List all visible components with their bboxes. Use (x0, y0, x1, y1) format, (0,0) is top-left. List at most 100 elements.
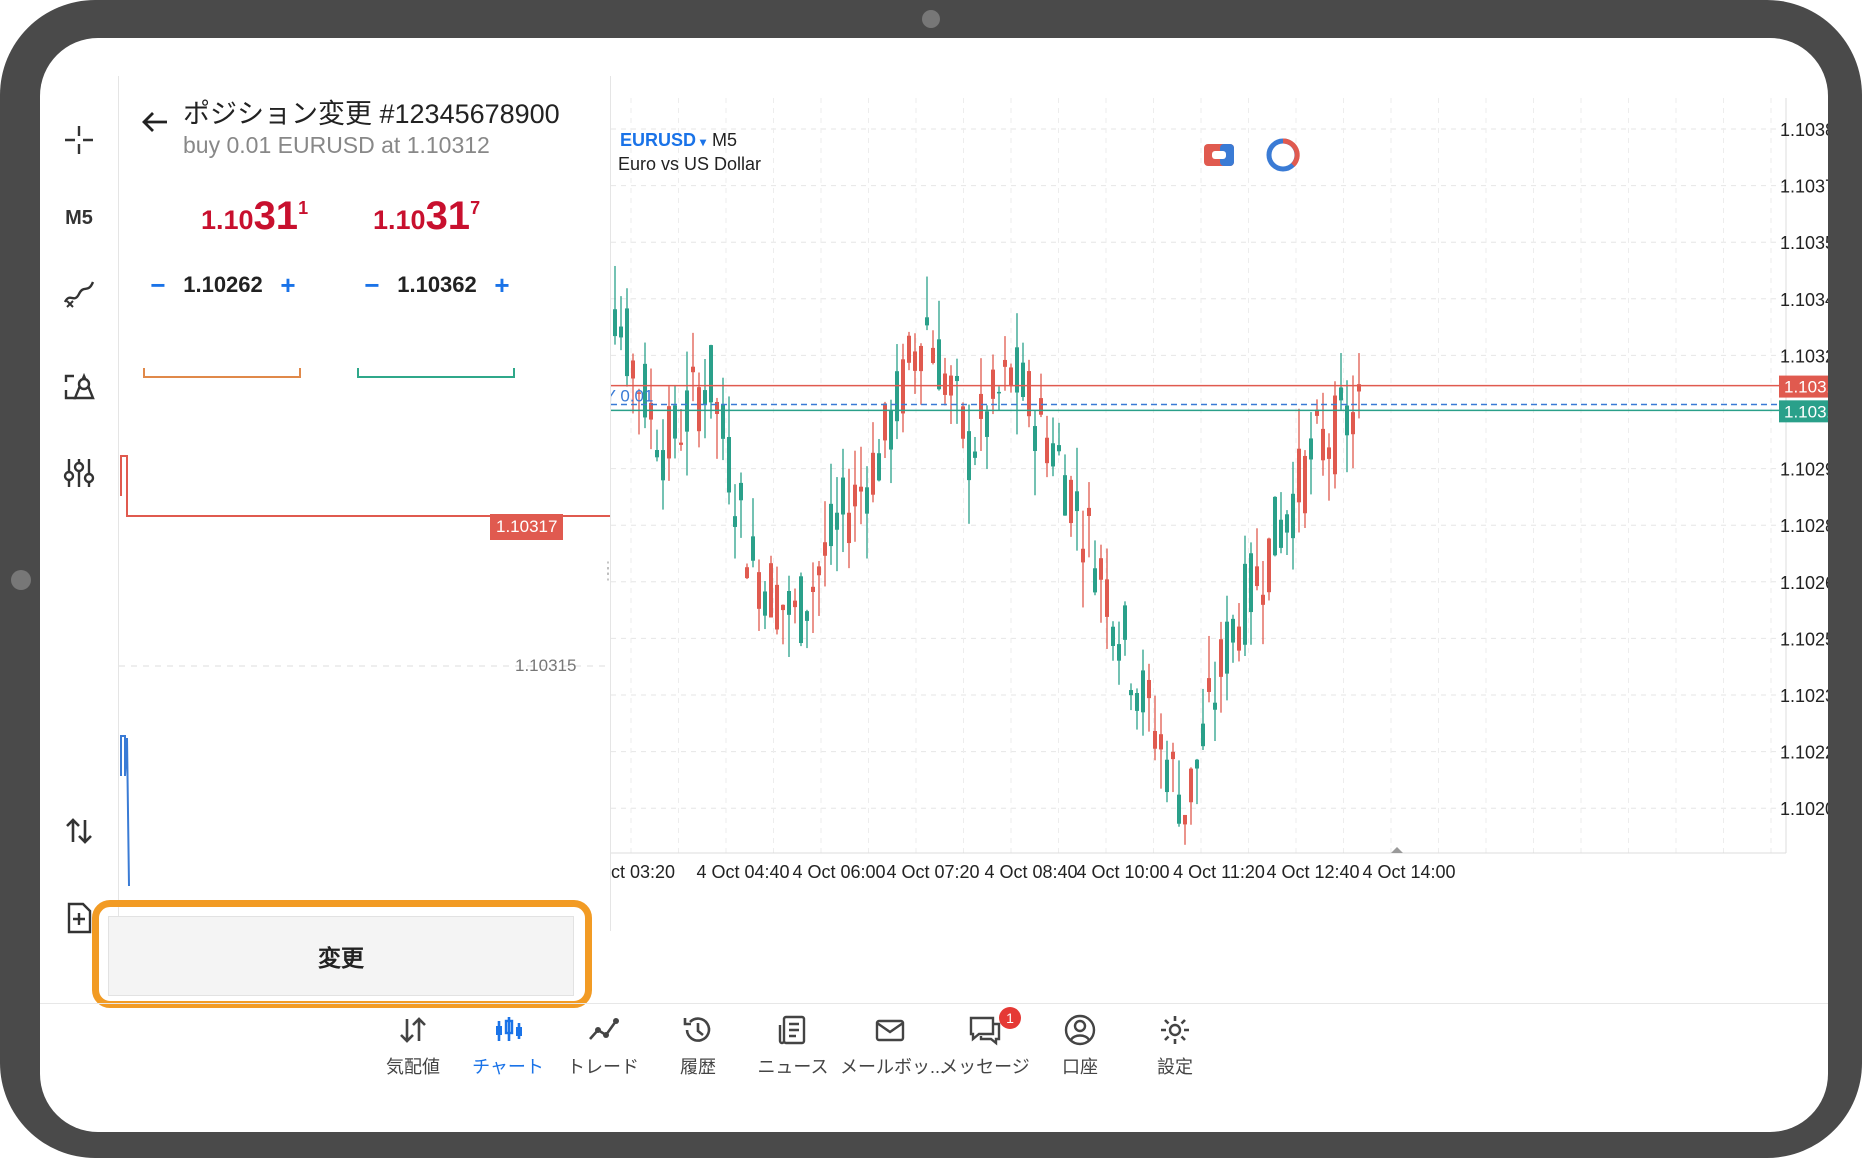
settings-sliders-icon[interactable] (40, 448, 118, 498)
mini-grid-label: 1.10315 (515, 656, 577, 675)
candle-body (967, 431, 971, 481)
symbol-name[interactable]: EURUSD ▾ M5 (620, 130, 737, 150)
nav-item-quotes[interactable]: 気配値 (363, 1013, 463, 1093)
candle-body (1213, 702, 1217, 710)
candle-body (871, 452, 875, 495)
account-icon (1064, 1014, 1096, 1046)
candle-body (919, 345, 923, 372)
sl-value[interactable]: 1.10262 (183, 272, 263, 297)
candle-body (1027, 371, 1031, 417)
position-title: ポジション変更 #12345678900 (183, 99, 560, 129)
nav-item-news[interactable]: ニュース (743, 1013, 843, 1093)
nav-label: 設定 (1157, 1057, 1193, 1077)
candle-body (853, 484, 857, 507)
candle-body (1267, 538, 1271, 593)
nav-item-settings[interactable]: 設定 (1125, 1013, 1225, 1093)
candle-body (865, 487, 869, 514)
candle-body (895, 371, 899, 422)
candle-body (721, 404, 725, 439)
sl-plus-button[interactable]: + (280, 269, 296, 300)
candle-body (1195, 759, 1199, 769)
nav-label: メッセージ (940, 1057, 1030, 1077)
timeframe-button[interactable]: M5 (65, 206, 93, 229)
nav-item-account[interactable]: 口座 (1030, 1013, 1130, 1093)
price-tick-label: 1.10295 (1780, 460, 1828, 480)
candle-body (889, 410, 893, 450)
nav-item-trade[interactable]: トレード (553, 1013, 653, 1093)
left-toolbar: M5 (40, 38, 118, 998)
candle-body (1207, 678, 1211, 692)
candle-body (877, 453, 881, 481)
take-profit-stepper[interactable]: − 1.10362 + (357, 266, 517, 304)
nav-item-messages[interactable]: メッセージ 1 (935, 1007, 1035, 1093)
candle-body (1243, 563, 1247, 645)
nav-item-history[interactable]: 履歴 (648, 1013, 748, 1093)
change-button-highlight (92, 900, 592, 1008)
price-tick-label: 1.10325 (1780, 346, 1828, 366)
candle-body (709, 345, 713, 403)
candle-body (631, 360, 635, 379)
tp-plus-button[interactable]: + (494, 269, 510, 300)
nav-label: メールボッ... (840, 1057, 946, 1077)
position-subtitle: buy 0.01 EURUSD at 1.10312 (183, 132, 490, 158)
candle-body (733, 516, 737, 527)
panel-resize-handle[interactable]: ⋮ ⋮ (600, 560, 616, 583)
candle-body (625, 308, 629, 377)
candle-body (1297, 448, 1301, 503)
candle-body (883, 403, 887, 441)
candle-body (829, 503, 833, 547)
candle-body (1015, 347, 1019, 393)
time-tick-label: ct 03:20 (611, 862, 675, 882)
tp-value[interactable]: 1.10362 (397, 272, 477, 297)
candle-body (703, 390, 707, 405)
candle-body (817, 566, 821, 576)
indicators-icon[interactable] (40, 268, 118, 318)
candle-body (997, 391, 1001, 394)
candle-body (1111, 626, 1115, 646)
candle-body (787, 590, 791, 615)
crosshair-icon[interactable] (40, 115, 118, 165)
candle-body (1303, 455, 1307, 514)
candle-body (613, 309, 617, 337)
candle-body (745, 567, 749, 579)
change-button[interactable]: 変更 (108, 916, 574, 996)
tp-underline (357, 368, 515, 378)
nav-label: トレード (567, 1057, 639, 1077)
candle-body (793, 600, 797, 608)
trade-direction-icon[interactable] (40, 806, 118, 856)
candle-body (931, 347, 935, 363)
mail-icon (875, 1019, 905, 1042)
time-tick-label: 4 Oct 10:00 (1076, 862, 1169, 882)
nav-label: 気配値 (386, 1057, 440, 1077)
bid-price-label: 1.10311 (1784, 402, 1828, 421)
candle-body (1009, 367, 1013, 387)
nav-label: 口座 (1062, 1057, 1098, 1077)
sl-minus-button[interactable]: − (150, 269, 166, 300)
back-arrow-icon[interactable] (139, 106, 171, 138)
tp-minus-button[interactable]: − (364, 269, 380, 300)
candle-body (1339, 387, 1343, 401)
messages-icon (969, 1016, 1001, 1046)
one-click-trade-icon[interactable] (1204, 144, 1234, 166)
objects-icon[interactable] (40, 362, 118, 412)
new-order-icon[interactable] (40, 893, 118, 943)
candle-body (781, 604, 785, 611)
candle-body (1039, 398, 1043, 415)
candle-body (1063, 475, 1067, 516)
ask-price: 1.10317 (373, 194, 481, 238)
nav-item-chart[interactable]: チャート (458, 1013, 558, 1093)
nav-item-mail[interactable]: メールボッ... (840, 1013, 946, 1093)
candle-body (1099, 558, 1103, 580)
candle-body (1291, 493, 1295, 539)
candle-body (1327, 447, 1331, 459)
candle-body (1183, 814, 1187, 825)
price-tick-label: 1.10205 (1780, 799, 1828, 819)
stop-loss-stepper[interactable]: − 1.10262 + (143, 266, 303, 304)
candle-body (1237, 626, 1241, 651)
candle-body (1279, 519, 1283, 548)
bottom-nav-divider (40, 1003, 1828, 1004)
candle-body (907, 335, 911, 363)
market-hours-icon[interactable] (1266, 138, 1300, 172)
